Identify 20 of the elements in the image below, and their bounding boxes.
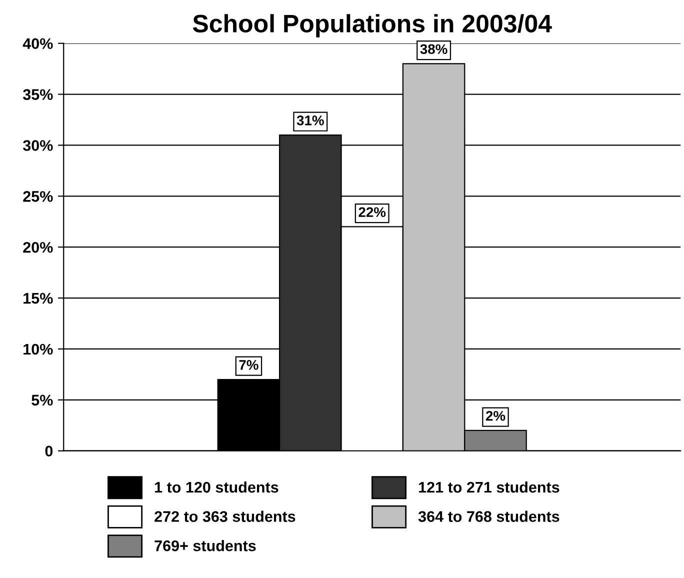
y-tick-label: 10% (24, 344, 53, 355)
legend-label: 272 to 363 students (154, 510, 296, 522)
y-tick-label: 15% (24, 292, 53, 304)
chart-title: School Populations in 2003/04 (192, 14, 552, 38)
y-tick-label: 35% (22, 89, 53, 100)
legend-label: 121 to 271 students (419, 481, 560, 493)
y-tick-label: 30% (22, 140, 53, 151)
legend-label: 1 to 120 students (155, 481, 278, 493)
y-tick-label: 5% (32, 394, 53, 406)
data-label: 38% (420, 44, 448, 54)
y-tick-label: 0 (45, 446, 53, 457)
y-tick-label: 20% (23, 242, 53, 253)
data-label: 2% (486, 410, 506, 421)
data-label: 22% (358, 207, 386, 218)
data-label: 7% (239, 360, 258, 370)
legend-label: 364 to 768 students (418, 510, 560, 522)
y-tick-label: 25% (23, 191, 53, 202)
legend-label: 769+ students (154, 540, 256, 552)
y-tick-label: 40% (22, 38, 53, 50)
data-label: 31% (296, 116, 324, 126)
